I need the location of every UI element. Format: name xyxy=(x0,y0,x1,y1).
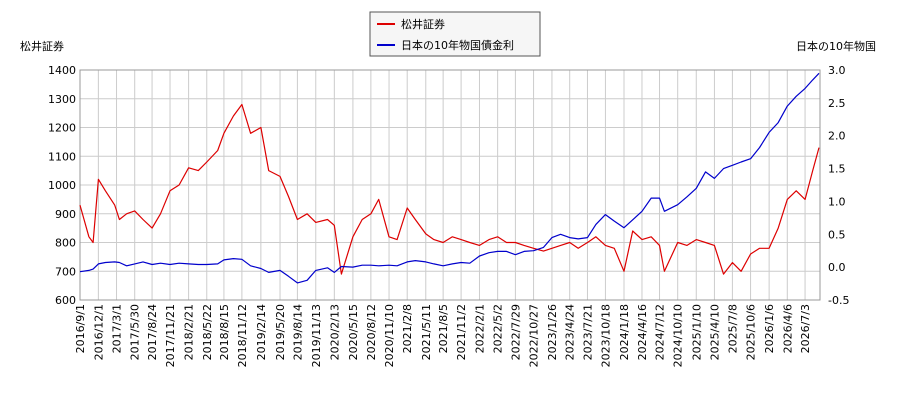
x-tick-label: 2022/7/29 xyxy=(509,304,522,360)
x-tick-label: 2016/9/1 xyxy=(74,304,87,353)
x-tick-label: 2024/7/12 xyxy=(654,304,667,360)
axes: 600 700 800 900 1000 1100 1200 1300 1400 -0.5 0.0 0… xyxy=(48,64,849,367)
x-tick-label: 2018/2/21 xyxy=(183,304,196,360)
plot-frame xyxy=(79,69,821,301)
x-tick-label: 2021/11/2 xyxy=(455,304,468,360)
x-tick-label: 2020/11/10 xyxy=(383,304,396,367)
x-tick-label: 2019/8/14 xyxy=(291,304,304,360)
x-tick-label: 2020/2/13 xyxy=(328,304,341,360)
x-tick-label: 2024/1/18 xyxy=(618,304,631,360)
x-tick-label: 2026/4/6 xyxy=(781,304,794,353)
stock-price-line xyxy=(79,103,820,275)
x-tick-label: 2024/10/10 xyxy=(672,304,685,367)
x-tick-label: 2024/4/16 xyxy=(636,304,649,360)
y-right-tick-label: 2.5 xyxy=(828,97,846,110)
bond-yield-line xyxy=(79,72,820,284)
x-tick-label: 2018/8/15 xyxy=(218,304,231,360)
x-tick-label: 2019/2/14 xyxy=(255,304,268,360)
x-tick-label: 2022/10/27 xyxy=(528,304,541,367)
y-left-tick-label: 1200 xyxy=(48,122,76,135)
x-tick-label: 2026/1/6 xyxy=(763,304,776,353)
x-tick-label: 2023/7/21 xyxy=(581,304,594,360)
y-left-tick-label: 1300 xyxy=(48,93,76,106)
x-tick-label: 2021/5/11 xyxy=(420,304,433,360)
x-tick-label: 2023/10/18 xyxy=(599,304,612,367)
legend: 松井証券 日本の10年物国債金利 xyxy=(369,11,541,57)
y-right-tick-label: 1.0 xyxy=(828,195,846,208)
right-axis-title: 日本の10年物国 xyxy=(796,39,876,53)
x-tick-label: 2018/11/12 xyxy=(236,304,249,367)
left-axis-title: 松井証券 xyxy=(20,39,64,53)
x-tick-label: 2020/5/15 xyxy=(347,304,360,360)
x-tick-label: 2022/2/1 xyxy=(473,304,486,353)
y-left-tick-label: 600 xyxy=(55,294,76,307)
y-left-tick-label: 800 xyxy=(55,237,76,250)
x-tick-label: 2020/8/12 xyxy=(365,304,378,360)
legend-label-rate: 日本の10年物国債金利 xyxy=(401,38,514,52)
x-tick-label: 2017/11/21 xyxy=(164,304,177,367)
y-right-tick-label: 1.5 xyxy=(828,163,846,176)
x-tick-label: 2025/10/6 xyxy=(745,304,758,360)
x-tick-label: 2016/12/1 xyxy=(92,304,105,360)
grid xyxy=(79,69,820,301)
y-right-tick-label: 3.0 xyxy=(828,64,846,77)
series-layer xyxy=(79,72,820,284)
y-left-tick-label: 1000 xyxy=(48,179,76,192)
x-tick-label: 2017/3/1 xyxy=(111,304,124,353)
x-tick-label: 2025/7/8 xyxy=(726,304,739,353)
x-tick-label: 2023/4/24 xyxy=(564,304,577,360)
x-tick-label: 2022/5/2 xyxy=(492,304,505,353)
x-tick-label: 2018/5/22 xyxy=(201,304,214,360)
x-tick-label: 2023/1/26 xyxy=(546,304,559,360)
x-tick-label: 2017/5/30 xyxy=(129,304,142,360)
x-tick-label: 2019/5/20 xyxy=(274,304,287,360)
y-left-tick-label: 1100 xyxy=(48,150,76,163)
legend-box xyxy=(369,11,541,57)
x-tick-label: 2017/8/24 xyxy=(146,304,159,360)
y-left-tick-label: 1400 xyxy=(48,64,76,77)
y-right-tick-label: 2.0 xyxy=(828,130,846,143)
y-left-tick-label: 700 xyxy=(55,265,76,278)
y-right-tick-label: 0.0 xyxy=(828,261,846,274)
x-tick-label: 2025/1/10 xyxy=(690,304,703,360)
x-tick-label: 2021/8/5 xyxy=(437,304,450,353)
y-left-tick-label: 900 xyxy=(55,208,76,221)
x-tick-label: 2026/7/3 xyxy=(799,304,812,353)
legend-label-stock: 松井証券 xyxy=(401,17,445,31)
x-tick-label: 2019/11/13 xyxy=(310,304,323,367)
x-tick-label: 2021/2/8 xyxy=(401,304,414,353)
y-right-tick-label: -0.5 xyxy=(828,294,849,307)
x-tick-label: 2025/4/10 xyxy=(708,304,721,360)
y-right-tick-label: 0.5 xyxy=(828,228,846,241)
